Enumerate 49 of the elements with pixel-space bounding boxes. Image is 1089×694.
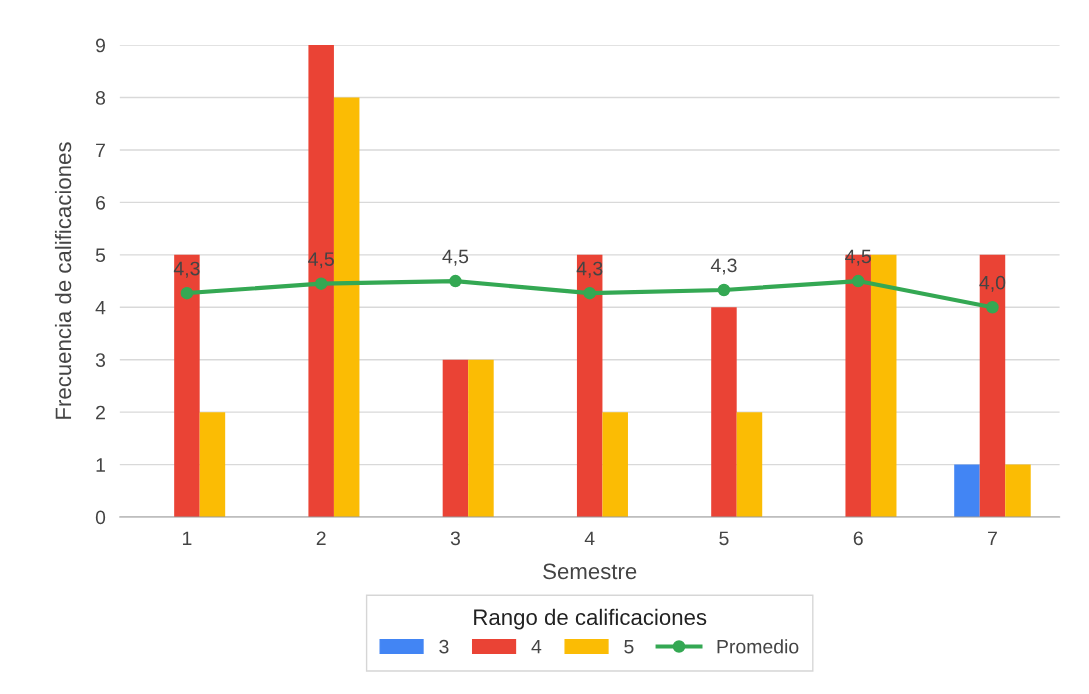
x-tick-label: 5 (719, 531, 729, 546)
bar (1005, 464, 1031, 518)
y-tick-label: 8 (95, 91, 106, 105)
point (180, 286, 194, 300)
legend-label: 3 (439, 639, 449, 654)
legend-label: Promedio (717, 639, 799, 654)
y-axis-title: Frecuencia de calificaciones (54, 142, 72, 419)
bar (870, 254, 897, 518)
bar (954, 464, 980, 518)
x-tick-label: 3 (450, 531, 460, 546)
bar (174, 254, 200, 518)
point (851, 274, 865, 288)
point (314, 277, 328, 290)
y-tick-label: 5 (95, 248, 106, 263)
x-tick-label: 6 (853, 531, 863, 546)
bar (468, 359, 494, 518)
point (449, 274, 462, 288)
y-tick-label: 7 (96, 143, 105, 158)
legend-label: 4 (531, 639, 542, 654)
legend-label: 5 (624, 639, 634, 654)
bar (576, 254, 603, 518)
point (583, 286, 596, 300)
data-label: 4,5 (308, 252, 334, 269)
bar (333, 97, 360, 518)
y-tick-label: 9 (96, 38, 105, 53)
x-tick-label: 4 (584, 531, 595, 546)
y-tick-label: 1 (96, 458, 105, 472)
y-tick-label: 4 (95, 300, 106, 315)
data-label: 4,5 (442, 249, 469, 266)
bar (442, 359, 469, 518)
legend-title: Rango de calificaciones (474, 608, 707, 630)
bar (979, 254, 1006, 518)
data-label: 4,3 (173, 261, 200, 278)
bar (736, 412, 763, 518)
x-axis-title: Semestre (543, 563, 637, 580)
data-label: 4,3 (710, 258, 737, 275)
x-tick-label: 7 (988, 531, 997, 546)
y-tick-label: 2 (96, 405, 105, 420)
x-tick-label: 1 (183, 531, 192, 546)
y-tick-label: 0 (95, 510, 106, 525)
point (986, 301, 999, 314)
y-tick-label: 6 (96, 195, 106, 210)
bar (711, 307, 737, 518)
bar (602, 412, 628, 518)
bar (199, 412, 226, 518)
y-tick-label: 3 (95, 353, 106, 367)
bar (308, 45, 334, 518)
point (717, 283, 731, 297)
x-tick-label: 2 (316, 531, 326, 546)
